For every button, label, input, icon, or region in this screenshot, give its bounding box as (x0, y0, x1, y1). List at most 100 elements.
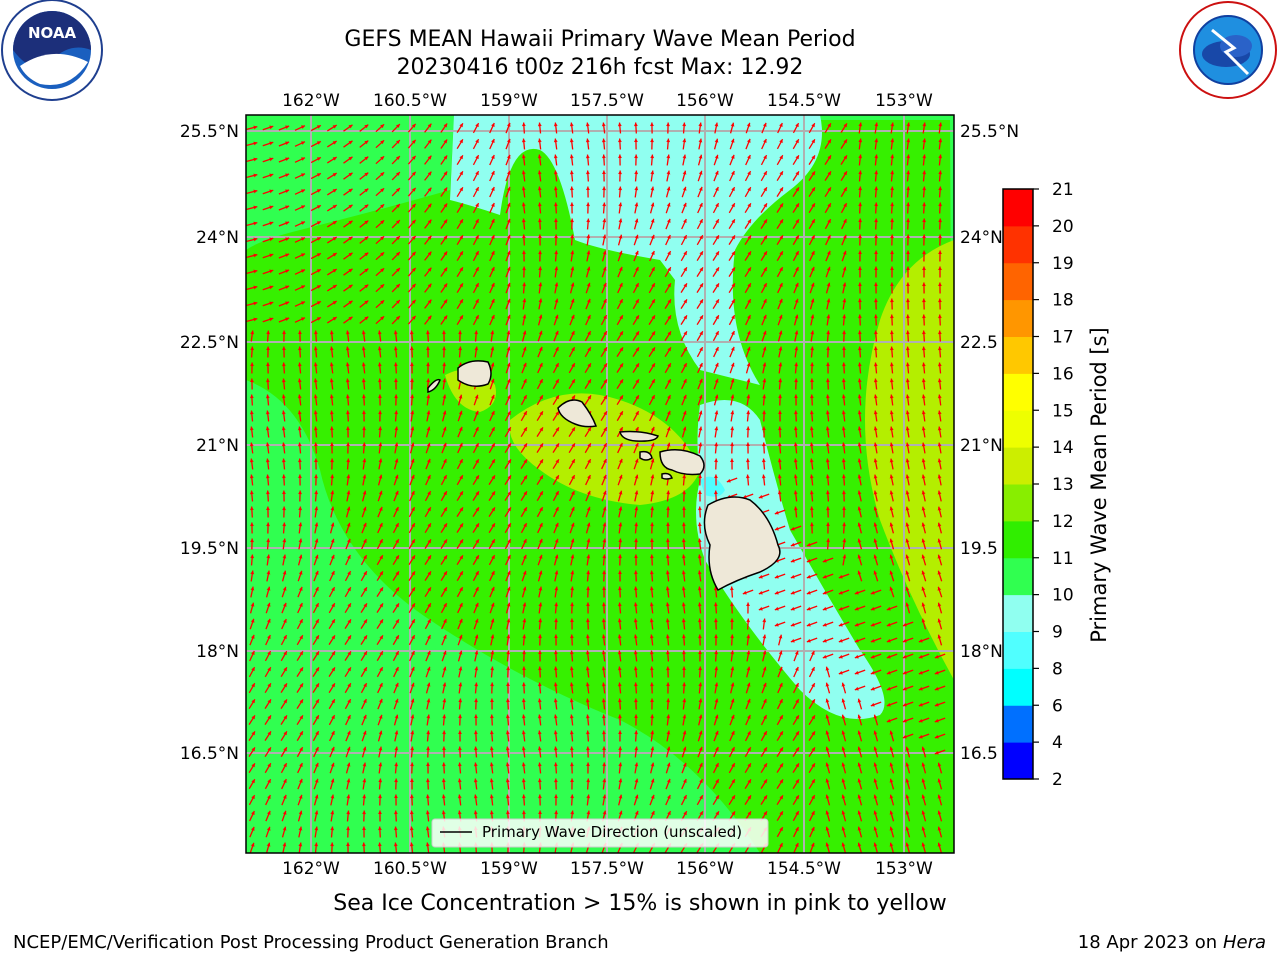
lat-tick-right: 16.5 (960, 744, 998, 764)
wave-arrow (825, 666, 831, 678)
wave-arrow (682, 730, 687, 742)
wave-arrow (822, 605, 834, 611)
colorbar-swatch (1003, 557, 1033, 596)
wave-arrow (489, 394, 495, 406)
wave-arrow (617, 122, 622, 134)
wave-arrow (793, 506, 798, 518)
wave-arrow (778, 394, 782, 406)
wave-arrow (407, 283, 417, 293)
wave-arrow (728, 746, 736, 758)
wave-arrow (265, 442, 270, 454)
wave-arrow (489, 410, 495, 422)
wave-arrow (890, 250, 894, 262)
wave-arrow (314, 522, 319, 534)
wave-arrow (538, 602, 543, 614)
wave-arrow (874, 266, 878, 278)
wave-arrow (730, 634, 735, 646)
colorbar-swatch (1003, 484, 1033, 522)
wave-arrow (458, 682, 463, 694)
wave-arrow (809, 506, 814, 518)
wave-arrow (794, 362, 799, 374)
wave-arrow (858, 250, 862, 262)
wave-arrow (777, 650, 783, 662)
wave-arrow (552, 378, 560, 390)
wave-arrow (794, 346, 799, 358)
wave-arrow (442, 682, 447, 694)
wave-arrow (294, 285, 306, 291)
wave-arrow (521, 538, 527, 550)
wave-arrow (760, 235, 768, 245)
wave-arrow (361, 490, 367, 502)
wave-arrow (328, 667, 336, 677)
wave-arrow (712, 330, 720, 342)
wave-arrow (294, 141, 306, 147)
island-niihau (427, 378, 441, 393)
wave-arrow (921, 458, 926, 470)
wave-arrow (312, 618, 320, 630)
wave-arrow (586, 554, 591, 566)
wave-arrow (426, 346, 430, 358)
wave-arrow (552, 362, 560, 374)
wave-arrow (842, 314, 847, 326)
wave-arrow (297, 458, 302, 470)
wave-arrow (680, 346, 688, 358)
wave-arrow (569, 666, 574, 678)
wave-arrow (426, 362, 430, 374)
wave-arrow (552, 411, 560, 421)
wave-arrow (857, 762, 863, 774)
wave-arrow (616, 379, 624, 389)
wave-arrow (296, 746, 304, 758)
wave-arrow (682, 122, 687, 134)
wave-arrow (790, 525, 802, 531)
wave-arrow (248, 778, 256, 790)
wave-arrow (392, 554, 400, 566)
wave-arrow (921, 762, 927, 774)
wave-arrow (538, 618, 543, 630)
wave-arrow (569, 730, 574, 742)
wave-arrow (537, 778, 542, 790)
wave-arrow (343, 252, 353, 260)
wave-arrow (377, 330, 382, 342)
wave-arrow (712, 283, 720, 293)
wave-arrow (426, 746, 430, 758)
island-hawaii (703, 496, 781, 592)
wave-arrow (825, 730, 831, 742)
wave-arrow (729, 346, 735, 358)
wave-arrow (889, 394, 894, 406)
wave-arrow (296, 683, 304, 693)
wave-arrow (841, 698, 847, 710)
wave-arrow (505, 250, 511, 262)
wave-arrow (809, 298, 815, 310)
wave-arrow (648, 298, 656, 310)
wave-arrow (937, 794, 943, 806)
wave-arrow (681, 746, 687, 758)
wave-arrow (521, 346, 527, 358)
wave-arrow (809, 394, 814, 406)
wave-arrow (857, 314, 862, 326)
wave-arrow (378, 762, 383, 774)
wave-arrow (937, 522, 943, 534)
wave-arrow (905, 506, 910, 518)
wave-arrow (760, 186, 768, 198)
wave-arrow (873, 522, 879, 534)
wave-arrow (570, 570, 575, 582)
wave-arrow (937, 506, 942, 518)
wave-arrow (905, 314, 910, 326)
wave-arrow (440, 139, 448, 149)
wave-arrow (298, 330, 302, 342)
wave-arrow (248, 666, 256, 678)
wave-arrow (680, 266, 688, 278)
wave-arrow (554, 602, 559, 614)
wave-arrow (649, 602, 654, 614)
wave-arrow (601, 490, 607, 502)
wave-arrow (730, 442, 734, 454)
lon-tick-bottom: 162°W (282, 859, 340, 879)
wave-arrow (522, 266, 526, 278)
wave-arrow (522, 602, 527, 614)
wave-arrow (712, 267, 720, 277)
wave-arrow (424, 283, 432, 293)
wave-arrow (934, 733, 946, 739)
wave-arrow (760, 714, 768, 726)
wave-arrow (265, 586, 271, 598)
wave-arrow (409, 682, 415, 694)
